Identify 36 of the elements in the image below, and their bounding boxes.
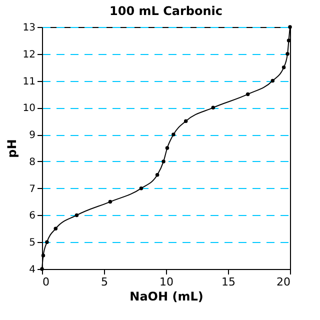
point (155, 173, 160, 177)
x-tick-label: 15 (222, 276, 236, 288)
point (288, 25, 292, 29)
y-tick-label: 9 (29, 130, 36, 142)
point (41, 254, 46, 258)
point (282, 65, 286, 70)
y-axis-title: pH (4, 139, 19, 158)
x-tick-label: 5 (101, 276, 108, 288)
point (162, 160, 166, 164)
point (139, 186, 144, 190)
y-tick-label: 12 (22, 49, 36, 60)
point (165, 146, 170, 150)
x-axis-title: NaOH (mL) (130, 290, 204, 304)
x-tick-label: 10 (160, 276, 174, 288)
point (172, 132, 176, 136)
y-tick-label: 10 (22, 103, 36, 114)
point (184, 119, 188, 123)
y-tick-label: 5 (29, 238, 36, 249)
point (246, 92, 250, 96)
y-tick-label: 7 (29, 184, 36, 195)
y-tick-label: 13 (22, 22, 36, 34)
chart-title: 100 mL Carbonic (110, 4, 222, 18)
point (54, 226, 58, 231)
point (74, 213, 79, 218)
point (40, 267, 44, 271)
point (270, 78, 275, 83)
point (286, 52, 290, 56)
x-tick-label: 0 (42, 276, 50, 288)
y-tick-label: 4 (29, 264, 36, 276)
point (211, 106, 215, 110)
y-tick-label: 6 (29, 210, 36, 222)
y-tick-label: 8 (29, 156, 36, 168)
y-tick-label: 11 (22, 76, 36, 88)
point (45, 240, 49, 244)
point (108, 200, 112, 204)
x-tick-label: 20 (276, 276, 290, 288)
